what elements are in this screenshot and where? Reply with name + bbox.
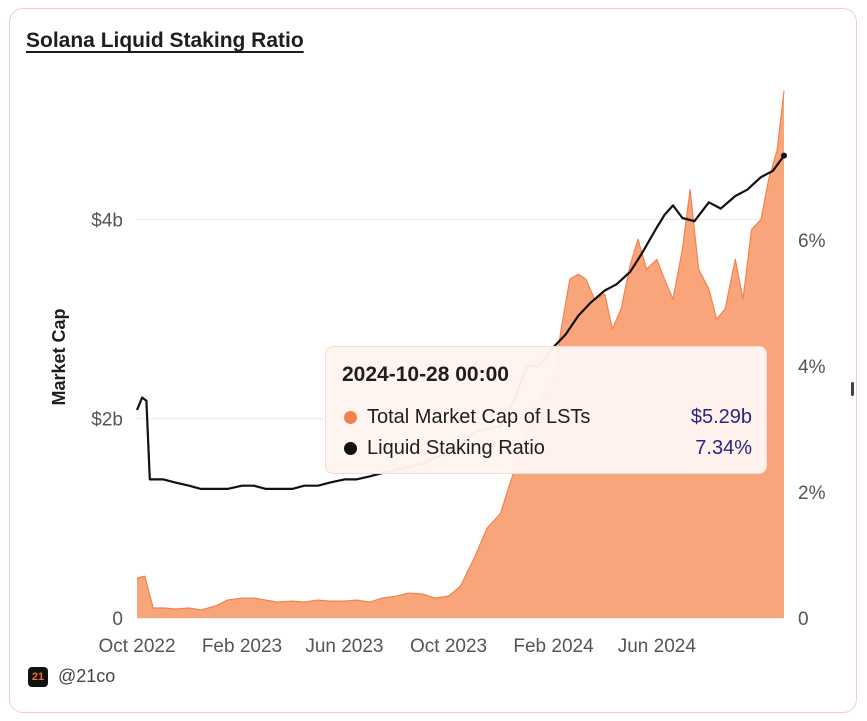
x-tick-label: Jun 2024 [618,636,697,657]
y-left-tick-label: 0 [112,609,123,630]
staking-ratio-legend-dot [344,442,357,455]
market-cap-area [137,90,784,618]
y-right-tick-label: 4% [798,357,826,378]
market-cap-legend-dot [344,411,357,424]
hover-tooltip: 2024-10-28 00:00 Total Market Cap of LST… [325,346,767,474]
y-right-tick-label: 0 [798,609,809,630]
tooltip-value: 7.34% [695,437,752,459]
x-tick-label: Feb 2024 [513,636,594,657]
tooltip-row-staking-ratio: Liquid Staking Ratio 7.34% [342,436,752,462]
cropped-edge-mark [851,382,854,396]
tooltip-row-market-cap: Total Market Cap of LSTs $5.29b [342,405,752,431]
y-right-tick-label: 6% [798,231,826,252]
tooltip-label: Liquid Staking Ratio [367,437,545,459]
x-tick-label: Oct 2023 [410,636,487,657]
tooltip-value: $5.29b [690,406,752,428]
x-tick-label: Oct 2022 [98,636,175,657]
x-tick-label: Jun 2023 [305,636,383,657]
tooltip-date: 2024-10-28 00:00 [342,363,509,386]
tooltip-label: Total Market Cap of LSTs [367,406,591,428]
chart-title: Solana Liquid Staking Ratio [26,29,304,52]
y-left-tick-label: $2b [91,410,123,431]
source-handle[interactable]: @21co [58,666,116,686]
x-tick-label: Feb 2023 [202,636,282,657]
y-right-tick-label: 2% [798,483,826,504]
y-left-axis-label: Market Cap [49,308,69,405]
staking-ratio-highlight-point [781,152,787,159]
21co-logo-icon: 21 [28,667,48,687]
y-left-tick-label: $4b [91,210,123,231]
